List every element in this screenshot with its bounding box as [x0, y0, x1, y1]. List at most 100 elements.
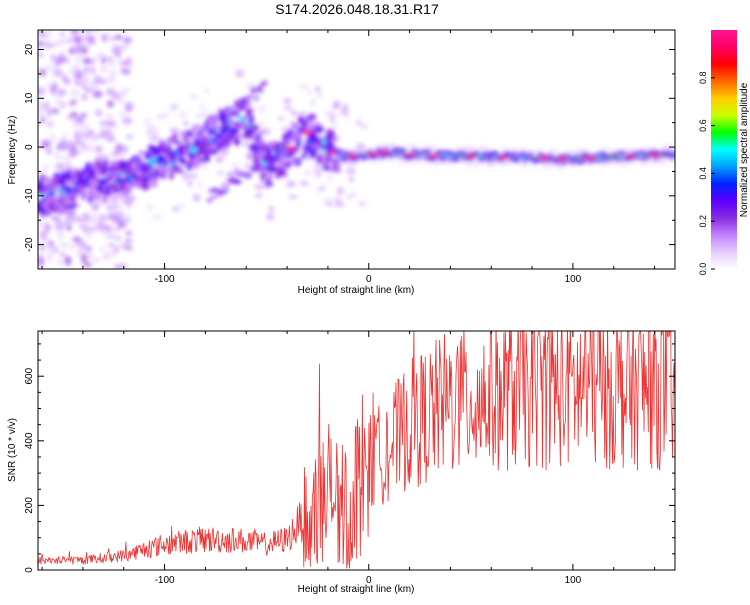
- spectrogram-cell: [47, 249, 56, 257]
- spectrogram-cell: [125, 231, 133, 236]
- spectrogram-cell: [38, 32, 48, 38]
- spectrogram-xtick-label: 0: [366, 274, 372, 285]
- spectrogram-cell: [72, 47, 77, 52]
- spectrogram-cell: [225, 183, 231, 188]
- spectrogram-cell: [212, 149, 218, 155]
- snr-xtick-label: -100: [155, 575, 175, 586]
- spectrogram-cell: [40, 235, 49, 240]
- spectrogram-cell: [84, 87, 94, 94]
- spectrogram-cell: [48, 189, 57, 194]
- spectrogram-cell: [53, 172, 62, 178]
- spectrogram-cell: [114, 245, 119, 254]
- spectrogram-cell: [110, 211, 119, 218]
- spectrogram-cell: [144, 117, 151, 125]
- spectrogram-cell: [497, 155, 510, 159]
- spectrogram-cell: [292, 148, 300, 152]
- spectrogram-cell: [70, 88, 79, 98]
- spectrogram-cell: [283, 97, 292, 105]
- spectrogram-cell: [71, 111, 78, 118]
- spectrogram-cell: [105, 113, 114, 120]
- spectrogram-cell: [46, 30, 52, 39]
- spectrogram-cell: [229, 128, 237, 135]
- spectrogram-cell: [212, 131, 220, 136]
- spectrogram-cell: [220, 128, 225, 133]
- snr-frame: [37, 330, 676, 571]
- spectrogram-cell: [233, 101, 239, 106]
- spectrogram-cell: [265, 178, 272, 185]
- spectrogram-cell: [252, 89, 257, 94]
- spectrogram-cell: [111, 215, 117, 223]
- spectrogram-cell: [103, 229, 111, 239]
- spectrogram-cell: [46, 83, 54, 93]
- spectrogram-cell: [183, 120, 189, 127]
- spectrogram-cell: [91, 208, 96, 215]
- spectrogram-cell: [90, 186, 98, 191]
- spectrogram-cell: [99, 120, 108, 126]
- spectrogram-cell: [323, 164, 331, 171]
- spectrogram-cell: [333, 100, 341, 108]
- spectrogram-cell: [257, 105, 266, 114]
- spectrogram-cell: [74, 36, 81, 41]
- spectrogram-cell: [241, 141, 249, 147]
- spectrogram-cell: [44, 40, 50, 50]
- spectrogram-cell: [44, 222, 51, 230]
- spectrogram-cell: [320, 184, 325, 192]
- spectrogram-cell: [241, 105, 247, 110]
- spectrogram-cell: [50, 53, 56, 62]
- spectrogram-cell: [189, 173, 198, 179]
- spectrogram-cell: [185, 131, 195, 137]
- spectrogram-cell: [106, 120, 116, 126]
- spectrogram-cell: [223, 177, 228, 184]
- snr-ytick-label: 400: [24, 432, 35, 449]
- spectrogram-cell: [254, 165, 259, 170]
- spectrogram-cell: [234, 179, 242, 184]
- spectrogram-cell: [245, 101, 252, 106]
- spectrogram-cell: [89, 37, 96, 46]
- spectrogram-cell: [294, 144, 301, 148]
- spectrogram-cell: [314, 86, 322, 93]
- spectrogram-cell: [332, 197, 343, 202]
- spectrogram-cell: [190, 93, 199, 100]
- spectrogram-cell: [281, 126, 289, 133]
- spectrogram-cell: [230, 111, 238, 116]
- spectrogram-cell: [172, 132, 178, 141]
- spectrogram-cell: [672, 152, 675, 157]
- spectrogram-cell: [115, 34, 123, 41]
- spectrogram-cell: [266, 212, 275, 221]
- spectrogram-cell: [48, 43, 57, 48]
- spectrogram-cell: [124, 237, 133, 245]
- spectrogram-cell: [583, 156, 596, 160]
- spectrogram-cell: [116, 236, 121, 241]
- spectrogram-cell: [67, 100, 77, 106]
- spectrogram-cell: [329, 114, 336, 123]
- spectrogram-cell: [60, 220, 69, 227]
- spectrogram-cell: [66, 38, 76, 43]
- spectrogram-cell: [283, 106, 292, 111]
- spectrogram-cell: [54, 216, 62, 222]
- spectrogram-cell: [260, 143, 268, 153]
- colorbar-tick-label: 0.0: [698, 263, 708, 276]
- spectrogram-cell: [278, 116, 284, 122]
- spectrogram-cell: [91, 57, 100, 62]
- spectrogram-cell: [101, 178, 109, 184]
- spectrogram-cell: [167, 144, 172, 151]
- spectrogram-cell: [122, 117, 133, 125]
- spectrogram-cell: [108, 69, 117, 79]
- spectrogram-cell: [45, 244, 54, 250]
- spectrogram-cell: [248, 116, 255, 123]
- spectrogram-cell: [38, 112, 45, 118]
- spectrogram-cell: [95, 109, 103, 117]
- spectrogram-cell: [202, 108, 208, 116]
- spectrogram-cell: [256, 121, 267, 126]
- spectrogram-cell: [244, 164, 252, 169]
- spectrogram-cell: [307, 88, 312, 96]
- spectrogram-cell: [261, 80, 268, 85]
- spectrogram-cell: [235, 133, 243, 138]
- spectrogram-cell: [81, 143, 88, 151]
- spectrogram-cell: [197, 129, 203, 137]
- spectrogram-cell: [218, 191, 225, 196]
- spectrogram-cell: [343, 113, 350, 120]
- spectrogram-cell: [97, 160, 102, 171]
